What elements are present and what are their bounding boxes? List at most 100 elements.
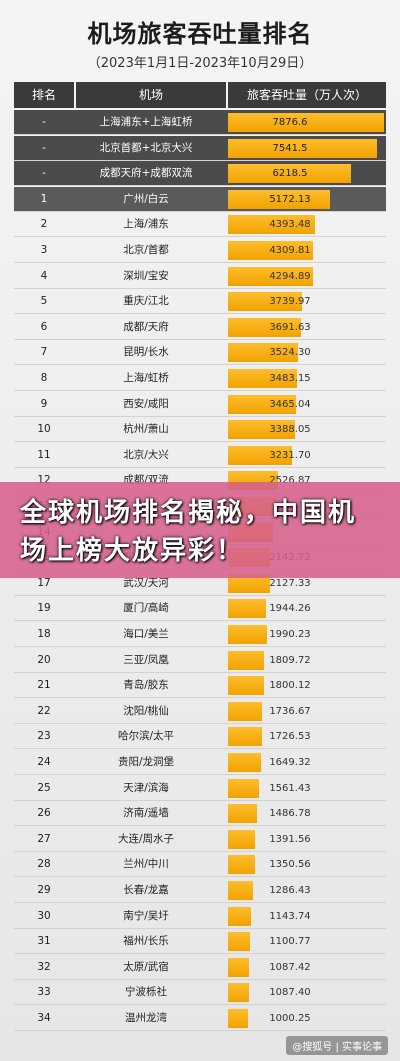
throughput-bar <box>228 1009 248 1028</box>
rank-cell: 19 <box>37 602 51 615</box>
throughput-bar <box>228 906 251 926</box>
source-watermark: @搜狐号 | 实事论事 <box>286 1036 388 1055</box>
value-label: 1391.56 <box>269 833 311 845</box>
value-label: 1486.78 <box>269 808 311 820</box>
throughput-bar <box>228 778 259 798</box>
throughput-bar <box>228 855 255 875</box>
airport-cell: 太原/武宿 <box>123 960 169 973</box>
value-label: 5172.13 <box>269 193 311 205</box>
table-row: 18 海口/美兰 1990.23 <box>14 622 386 647</box>
value-label: 4393.48 <box>269 219 311 231</box>
airport-cell: 成都/天府 <box>123 320 169 333</box>
rank-cell: 1 <box>40 192 48 205</box>
table-row: 22 沈阳/桃仙 1736.67 <box>14 699 386 724</box>
value-label: 1990.23 <box>269 629 311 640</box>
table-row: 8 上海/虹桥 3483.15 <box>14 366 386 391</box>
table-row: 17 武汉/天河 2127.33 <box>14 571 386 596</box>
value-label: 2526.87 <box>269 475 311 487</box>
throughput-bar <box>228 241 313 260</box>
throughput-bar <box>228 804 257 824</box>
table-row: 23 哈尔滨/太平 1726.53 <box>14 724 386 750</box>
airport-cell: 厦门/高崎 <box>123 602 169 615</box>
throughput-bar <box>228 701 262 721</box>
value-label: 4294.89 <box>269 270 311 282</box>
value-label: 4309.81 <box>269 245 311 256</box>
throughput-bar <box>228 650 264 670</box>
row-divider <box>14 697 386 699</box>
airport-cell: 温州龙湾 <box>125 1012 167 1024</box>
airport-cell: 沈阳/桃仙 <box>123 704 169 717</box>
row-divider <box>14 876 386 878</box>
row-divider <box>14 236 386 238</box>
table-row: 30 南宁/吴圩 1143.74 <box>14 904 386 929</box>
rank-cell: 5 <box>40 295 48 308</box>
rank-cell: 3 <box>40 244 48 256</box>
row-divider <box>14 978 386 980</box>
airport-cell: 杭州/萧山 <box>123 423 169 436</box>
value-label: 1561.43 <box>269 782 311 794</box>
throughput-bar <box>228 266 313 286</box>
value-label: 3231.70 <box>269 449 311 461</box>
row-divider <box>14 466 386 468</box>
rank-cell: 20 <box>37 653 51 666</box>
rank-cell: 26 <box>37 807 51 820</box>
rank-cell: 8 <box>40 372 48 384</box>
table-row: 2 上海/浦东 4393.48 <box>14 212 386 238</box>
airport-cell: 北京/大兴 <box>123 448 169 461</box>
airport-cell: 宁波栎社 <box>125 986 167 999</box>
value-label: 1726.53 <box>269 731 311 743</box>
value-label: 1809.72 <box>269 654 311 666</box>
value-label: 1800.12 <box>269 680 311 692</box>
airport-cell: 三亚/凤凰 <box>123 653 169 666</box>
value-label: 3691.63 <box>269 321 311 333</box>
rank-cell: 10 <box>37 423 51 436</box>
table-row: 32 太原/武宿 1087.42 <box>14 955 386 980</box>
throughput-bar <box>228 676 264 696</box>
airport-cell: 重庆/江北 <box>123 295 169 308</box>
throughput-bar <box>228 753 261 772</box>
throughput-bar <box>228 189 330 209</box>
throughput-bar <box>228 369 297 388</box>
row-divider <box>14 825 386 827</box>
value-label: 1736.67 <box>269 705 311 717</box>
rank-cell: 7 <box>40 346 48 359</box>
table-row: 31 福州/长乐 1100.77 <box>14 929 386 955</box>
airport-cell: 广州/白云 <box>123 192 169 205</box>
throughput-bar <box>228 394 296 414</box>
table-row: 33 宁波栎社 1087.40 <box>14 980 386 1006</box>
value-label: 1087.42 <box>269 961 311 973</box>
row-divider <box>14 441 386 443</box>
airport-cell: 南宁/吴圩 <box>123 909 169 922</box>
row-divider <box>14 671 386 673</box>
rank-cell: 23 <box>37 730 51 743</box>
chart-title: 机场旅客吞吐量排名 <box>87 20 313 48</box>
throughput-bar <box>228 292 302 312</box>
row-divider <box>14 722 386 724</box>
rank-cell: 21 <box>37 679 51 692</box>
headline-banner: 全球机场排名揭秘，中国机场上榜大放异彩！ <box>0 482 400 578</box>
throughput-bar <box>228 957 249 977</box>
rank-cell: 30 <box>37 909 51 922</box>
rank-cell: - <box>42 116 46 128</box>
rank-cell: 33 <box>37 986 51 999</box>
airport-cell: 兰州/中川 <box>123 858 169 871</box>
throughput-bar <box>228 420 295 440</box>
rank-cell: 9 <box>40 397 48 410</box>
row-divider <box>14 262 386 263</box>
row-divider <box>14 927 386 929</box>
value-label: 2127.33 <box>269 577 311 589</box>
value-label: 3524.30 <box>269 347 311 359</box>
row-divider <box>14 185 386 187</box>
throughput-bar <box>228 138 377 158</box>
throughput-bar <box>228 932 250 952</box>
row-divider <box>14 902 386 903</box>
value-label: 3388.05 <box>269 424 311 436</box>
throughput-bar <box>228 164 351 184</box>
row-divider <box>14 850 386 852</box>
rank-cell: 18 <box>37 628 51 640</box>
table-row: 9 西安/咸阳 3465.04 <box>14 392 386 417</box>
value-label: 3739.97 <box>269 296 311 308</box>
airport-cell: 长春/龙嘉 <box>123 884 169 896</box>
chart-subtitle: （2023年1月1日-2023年10月29日） <box>87 56 313 71</box>
table-row: 24 贵阳/龙洞堡 1649.32 <box>14 750 386 775</box>
